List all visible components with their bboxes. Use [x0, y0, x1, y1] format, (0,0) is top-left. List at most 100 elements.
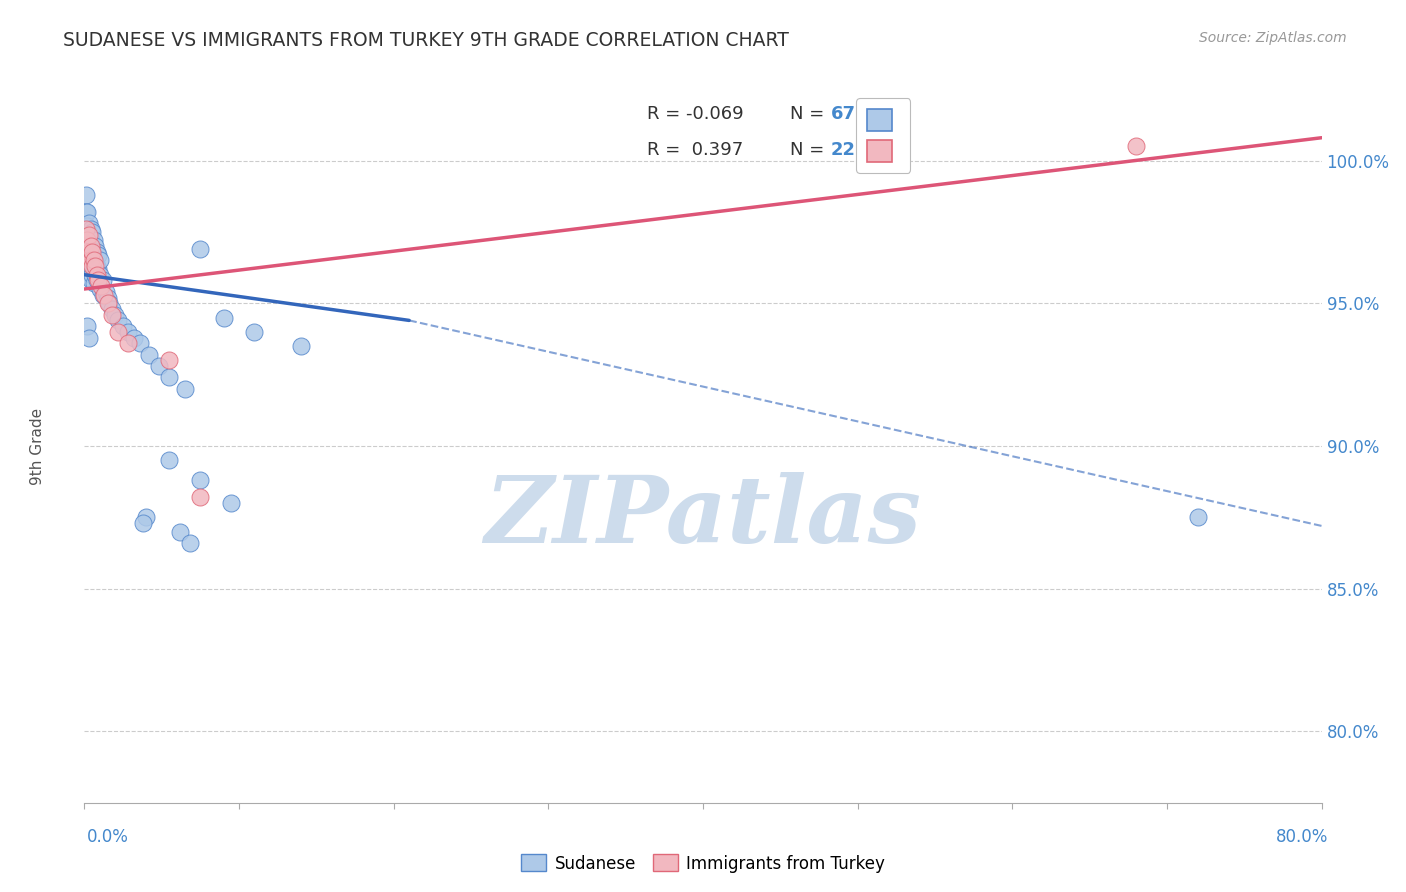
- Text: 67: 67: [831, 105, 855, 123]
- Point: [112, 319, 135, 334]
- Point: [77, 244, 100, 259]
- Text: SUDANESE VS IMMIGRANTS FROM TURKEY 9TH GRADE CORRELATION CHART: SUDANESE VS IMMIGRANTS FROM TURKEY 9TH G…: [63, 31, 789, 50]
- Point: [79, 259, 101, 273]
- Point: [135, 510, 157, 524]
- Point: [79, 234, 101, 248]
- Point: [169, 524, 191, 539]
- Point: [89, 282, 111, 296]
- Text: N =: N =: [790, 141, 830, 159]
- Point: [76, 248, 98, 262]
- Point: [188, 242, 212, 256]
- Point: [290, 339, 312, 353]
- Point: [117, 325, 139, 339]
- Point: [83, 253, 105, 268]
- Point: [86, 244, 108, 259]
- Text: 9th Grade: 9th Grade: [30, 408, 45, 484]
- Point: [77, 230, 100, 244]
- Point: [75, 187, 97, 202]
- Point: [77, 227, 100, 242]
- Point: [97, 291, 120, 305]
- Point: [79, 244, 101, 259]
- Point: [93, 287, 115, 301]
- Point: [83, 234, 105, 248]
- Point: [188, 491, 212, 505]
- Point: [82, 244, 104, 259]
- Text: 80.0%: 80.0%: [1277, 828, 1329, 846]
- Point: [77, 244, 100, 259]
- Point: [76, 319, 98, 334]
- Point: [86, 273, 108, 287]
- Point: [84, 239, 107, 253]
- Point: [75, 205, 97, 219]
- Point: [129, 336, 152, 351]
- Point: [79, 239, 101, 253]
- Point: [188, 473, 212, 487]
- Point: [101, 301, 124, 316]
- Point: [84, 253, 107, 268]
- Point: [148, 359, 170, 373]
- Point: [77, 216, 100, 230]
- Point: [132, 516, 155, 530]
- Point: [82, 239, 104, 253]
- Point: [101, 308, 124, 322]
- Point: [91, 287, 114, 301]
- Point: [76, 219, 98, 234]
- Point: [159, 353, 181, 368]
- Point: [98, 296, 121, 310]
- Point: [76, 234, 98, 248]
- Point: [87, 273, 110, 287]
- Point: [90, 279, 112, 293]
- Legend: Sudanese, Immigrants from Turkey: Sudanese, Immigrants from Turkey: [515, 847, 891, 880]
- Point: [82, 268, 104, 282]
- Text: ZIPatlas: ZIPatlas: [485, 473, 921, 562]
- Point: [82, 225, 104, 239]
- Point: [75, 222, 97, 236]
- Point: [75, 222, 97, 236]
- Point: [86, 268, 108, 282]
- Point: [86, 259, 108, 273]
- Point: [76, 234, 98, 248]
- Text: R =  0.397: R = 0.397: [647, 141, 744, 159]
- Point: [79, 222, 101, 236]
- Legend: , : ,: [856, 98, 911, 173]
- Point: [76, 205, 98, 219]
- Point: [76, 248, 98, 262]
- Point: [79, 253, 101, 268]
- Point: [83, 277, 105, 291]
- Point: [174, 382, 197, 396]
- Point: [77, 330, 100, 344]
- Point: [159, 453, 181, 467]
- Point: [83, 262, 105, 277]
- Point: [77, 259, 100, 273]
- Point: [107, 325, 129, 339]
- Text: Source: ZipAtlas.com: Source: ZipAtlas.com: [1199, 31, 1347, 45]
- Point: [122, 330, 145, 344]
- Point: [117, 336, 139, 351]
- Point: [97, 296, 120, 310]
- Point: [212, 310, 235, 325]
- Point: [104, 308, 127, 322]
- Point: [75, 256, 97, 270]
- Point: [179, 536, 201, 550]
- Point: [79, 273, 101, 287]
- Text: 0.0%: 0.0%: [87, 828, 129, 846]
- Text: N =: N =: [790, 105, 830, 123]
- Point: [138, 348, 160, 362]
- Point: [84, 268, 107, 282]
- Point: [82, 253, 104, 268]
- Point: [82, 259, 104, 273]
- Point: [75, 239, 97, 253]
- Point: [1187, 510, 1209, 524]
- Point: [91, 273, 114, 287]
- Point: [159, 370, 181, 384]
- Point: [83, 248, 105, 262]
- Point: [243, 325, 266, 339]
- Point: [89, 253, 111, 268]
- Point: [221, 496, 243, 510]
- Point: [94, 285, 117, 299]
- Text: R = -0.069: R = -0.069: [647, 105, 744, 123]
- Point: [87, 262, 110, 277]
- Point: [1125, 139, 1147, 153]
- Text: 22: 22: [831, 141, 855, 159]
- Point: [84, 259, 107, 273]
